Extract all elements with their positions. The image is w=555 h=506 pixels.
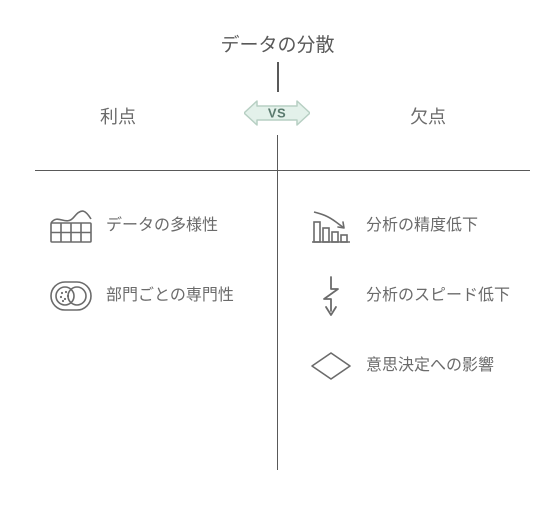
chart-grid-icon — [50, 205, 92, 247]
vertical-divider — [277, 135, 278, 470]
title-stem — [277, 62, 279, 92]
pros-item-label: データの多様性 — [106, 215, 218, 237]
vs-label: VS — [268, 106, 286, 121]
pros-item: データの多様性 — [50, 205, 218, 247]
cons-item: 意思決定への影響 — [310, 345, 494, 387]
horizontal-divider — [35, 170, 530, 171]
zigzag-down-icon — [310, 275, 352, 317]
diagram-title: データの分散 — [0, 30, 555, 57]
venn-icon — [50, 275, 92, 317]
cons-item-label: 分析の精度低下 — [366, 215, 478, 237]
diamond-icon — [310, 345, 352, 387]
cons-item: 分析の精度低下 — [310, 205, 478, 247]
cons-item: 分析のスピード低下 — [310, 275, 510, 317]
pros-item: 部門ごとの専門性 — [50, 275, 234, 317]
left-column-heading: 利点 — [100, 103, 136, 129]
pros-item-label: 部門ごとの専門性 — [106, 285, 234, 307]
cons-item-label: 意思決定への影響 — [366, 355, 494, 377]
cons-item-label: 分析のスピード低下 — [366, 285, 510, 307]
right-column-heading: 欠点 — [410, 103, 446, 129]
bar-decline-icon — [310, 205, 352, 247]
